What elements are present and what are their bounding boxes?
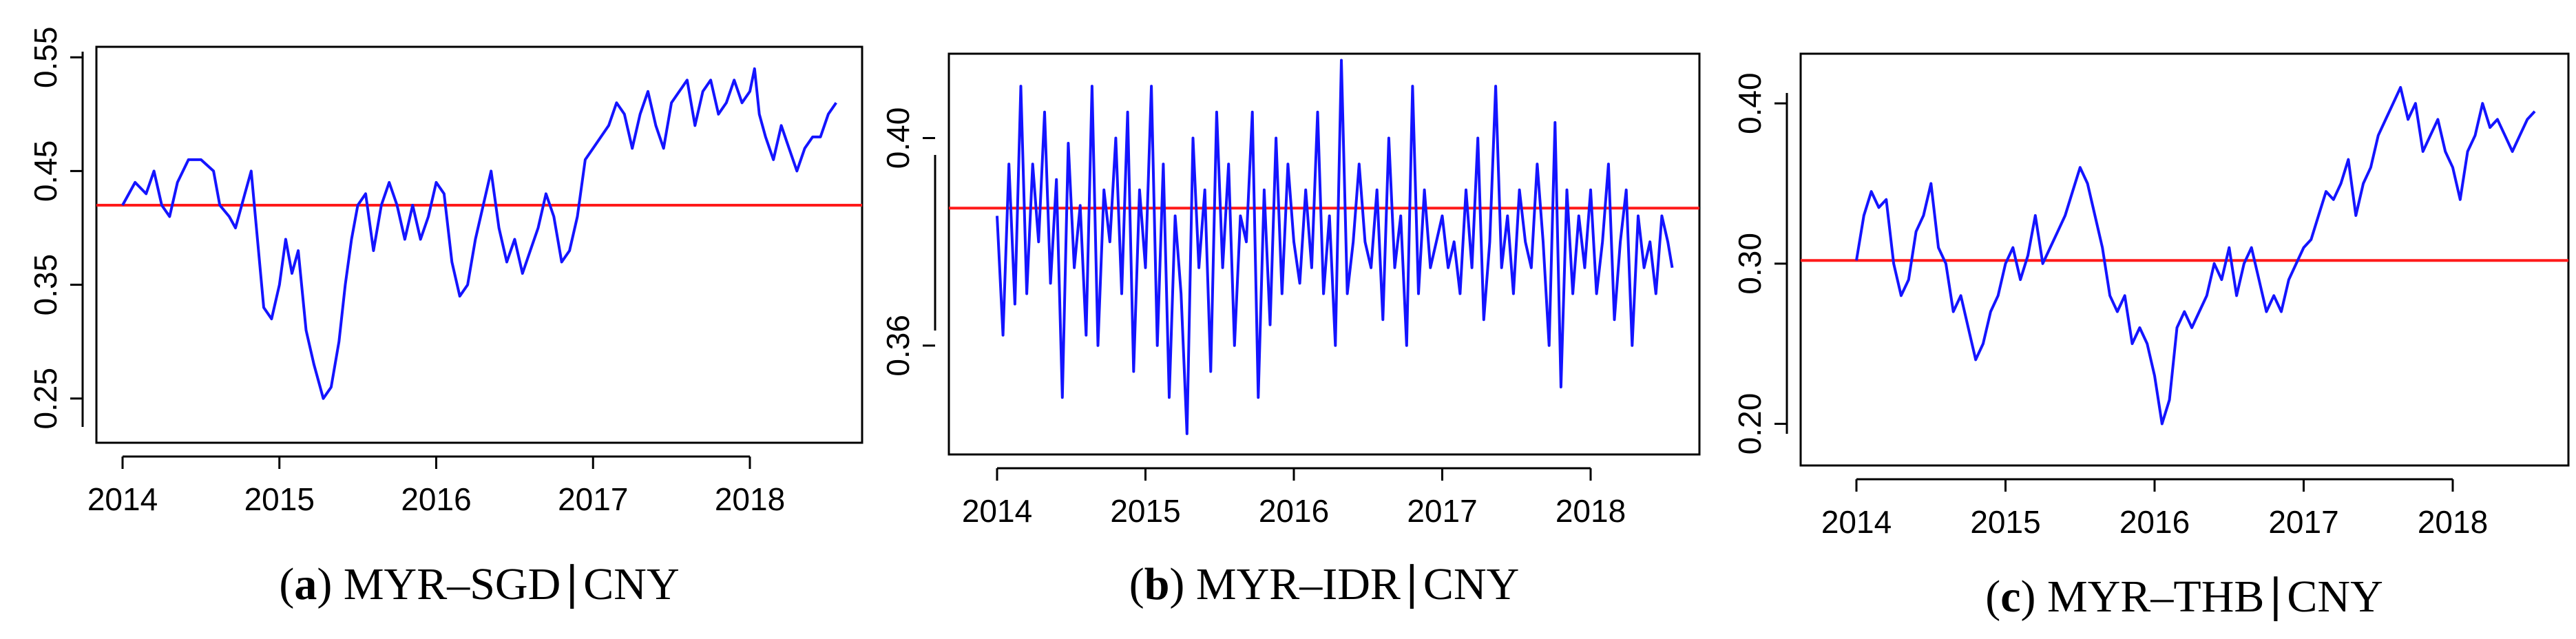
x-tick-label: 2017 (2268, 504, 2338, 540)
y-ticks: 0.20 0.30 0.40 (1732, 72, 1787, 454)
y-tick-label: 0.40 (1732, 72, 1768, 134)
y-ticks: 0.36 0.40 (880, 107, 935, 377)
caption-text: MYR–THB∣CNY (2047, 572, 2383, 622)
x-tick-label: 2014 (87, 481, 158, 517)
x-tick-label: 2016 (1259, 493, 1329, 529)
caption-letter: b (1144, 559, 1170, 609)
y-tick-label: 0.55 (28, 26, 63, 88)
x-tick-label: 2014 (962, 493, 1032, 529)
caption-letter: a (294, 559, 317, 609)
x-tick-label: 2016 (401, 481, 471, 517)
x-tick-label: 2017 (1407, 493, 1477, 529)
x-tick-label: 2015 (1970, 504, 2040, 540)
y-tick-label: 0.40 (880, 107, 916, 169)
caption-text: MYR–SGD∣CNY (344, 559, 680, 609)
y-tick-label: 0.25 (28, 368, 63, 430)
y-tick-label: 0.30 (1732, 233, 1768, 295)
panel-c: 2014 2015 2016 2017 2018 0.20 0.30 0.40 (c) MY… (1732, 52, 2570, 622)
x-tick-label: 2015 (1110, 493, 1180, 529)
plot-frame (947, 52, 1701, 456)
y-ticks: 0.25 0.35 0.45 0.55 (28, 26, 83, 429)
x-tick-label: 2014 (1821, 504, 1892, 540)
y-tick-label: 0.20 (1732, 393, 1768, 455)
x-tick-label: 2018 (2418, 504, 2488, 540)
x-tick-label: 2015 (244, 481, 315, 517)
x-ticks: 2014 2015 2016 2017 2018 (87, 457, 785, 517)
x-tick-label: 2017 (558, 481, 628, 517)
series-line (1855, 85, 2536, 426)
y-tick-label: 0.35 (28, 254, 63, 316)
series-line (121, 67, 837, 400)
x-tick-label: 2018 (1556, 493, 1626, 529)
x-tick-label: 2018 (715, 481, 785, 517)
series-line (996, 59, 1674, 435)
caption: (c) MYR–THB∣CNY (1985, 572, 2383, 622)
panel-a: 2014 2015 2016 2017 2018 0.25 0.35 0.45 0.55 (a… (28, 26, 863, 609)
plot-frame (95, 45, 863, 444)
panel-b: 2014 2015 2016 2017 2018 0.36 0.40 (b) MYR–ID… (880, 52, 1701, 609)
y-tick-label: 0.36 (880, 315, 916, 377)
caption-letter: c (2000, 572, 2020, 622)
caption-text: MYR–IDR∣CNY (1196, 559, 1519, 609)
y-tick-label: 0.45 (28, 140, 63, 202)
caption: (a) MYR–SGD∣CNY (279, 559, 679, 609)
x-ticks: 2014 2015 2016 2017 2018 (962, 468, 1626, 529)
caption: (b) MYR–IDR∣CNY (1129, 559, 1520, 609)
x-ticks: 2014 2015 2016 2017 2018 (1821, 479, 2488, 540)
x-tick-label: 2016 (2119, 504, 2190, 540)
